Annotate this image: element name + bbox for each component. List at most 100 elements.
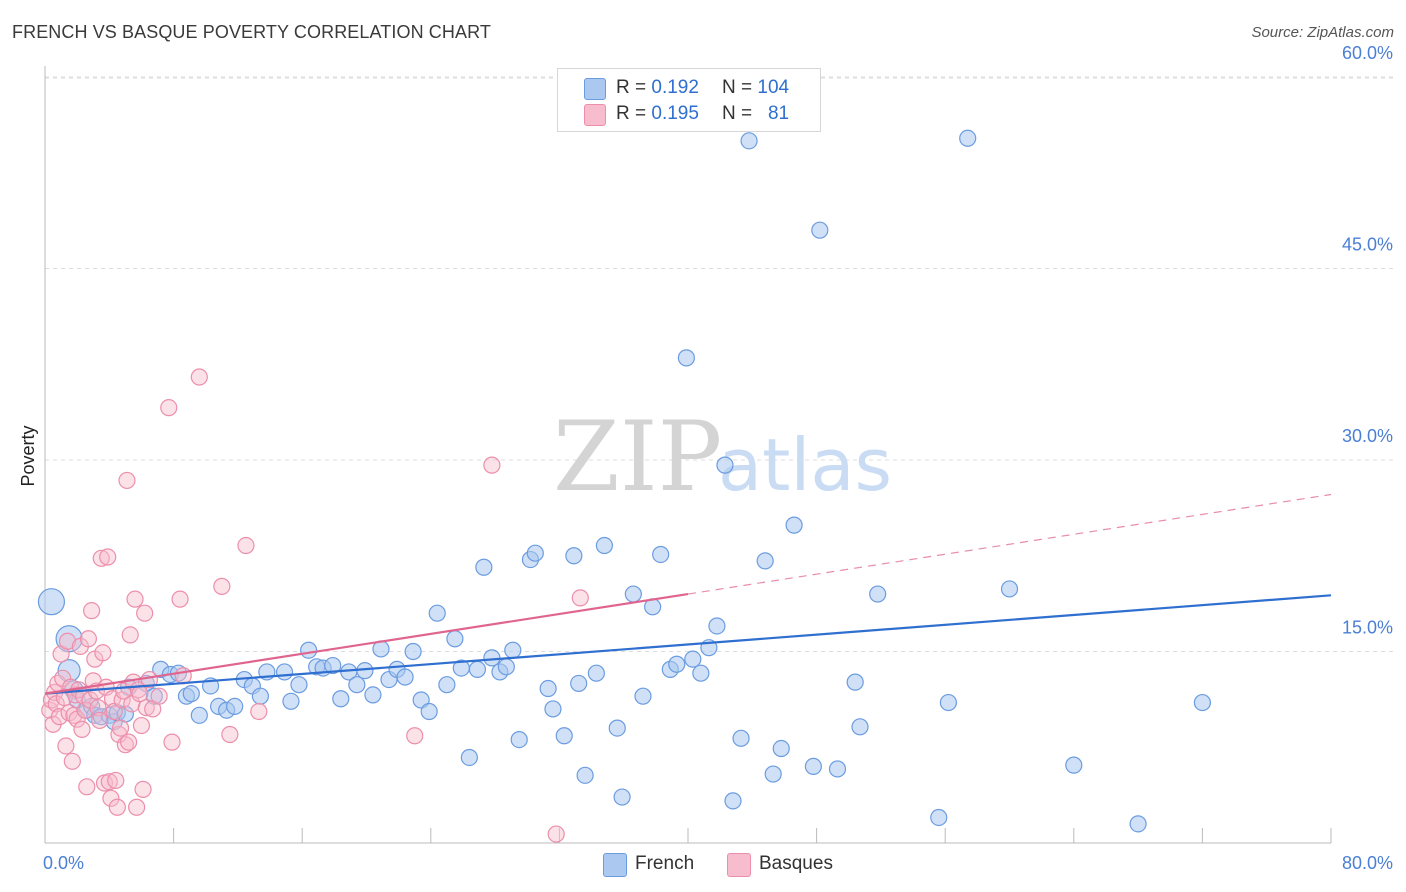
- french-point: [504, 641, 522, 659]
- series-basques: [41, 368, 589, 843]
- legend-r-value: 0.192: [651, 77, 699, 98]
- french-point: [483, 649, 501, 667]
- french-point: [510, 730, 528, 749]
- french-point: [1129, 815, 1147, 833]
- french-point: [396, 668, 414, 686]
- basques-point: [250, 702, 268, 721]
- french-point: [544, 700, 562, 718]
- legend-r-label: R =: [616, 103, 647, 124]
- french-point: [290, 676, 308, 694]
- trend-lines: [44, 493, 1332, 695]
- french-point: [226, 697, 244, 715]
- legend-n-value: 81: [767, 103, 790, 124]
- french-point: [716, 456, 734, 474]
- french-point: [570, 674, 588, 693]
- tick-labels: 15.0% 30.0% 45.0% 60.0% 0.0% 80.0%: [43, 43, 1393, 873]
- watermark: ZIP atlas: [553, 401, 892, 513]
- french-point: [587, 664, 605, 682]
- french-point: [1193, 693, 1212, 712]
- basques-point: [94, 644, 112, 662]
- series-french: [37, 129, 1212, 833]
- legend-row-french: R = 0.192 N = 104: [558, 75, 820, 101]
- legend-row-basques: R = 0.195 N = 81: [558, 101, 820, 127]
- french-point: [404, 642, 422, 661]
- french-point: [804, 757, 822, 776]
- y-axis-label: Poverty: [18, 425, 38, 486]
- watermark-atlas: atlas: [718, 423, 892, 507]
- french-point: [608, 719, 626, 737]
- basques-point: [58, 632, 77, 650]
- french-point: [652, 545, 670, 564]
- french-point: [37, 588, 66, 616]
- y-tick-label: 45.0%: [1342, 235, 1393, 255]
- french-point: [708, 617, 726, 635]
- french-point: [668, 655, 686, 673]
- french-point: [851, 718, 869, 736]
- french-point: [828, 760, 847, 778]
- french-point: [182, 685, 200, 703]
- french-point: [420, 702, 438, 721]
- french-point: [1065, 756, 1083, 774]
- french-point: [811, 221, 829, 239]
- legend-n-value: 104: [757, 77, 790, 98]
- french-point: [613, 788, 631, 806]
- bottom-legend-french: French: [603, 852, 713, 878]
- basques-point: [99, 548, 117, 566]
- axes: [44, 66, 1332, 844]
- basques-point: [76, 701, 94, 719]
- basques-point: [89, 699, 107, 717]
- basques-trend-extension: [687, 493, 1332, 595]
- french-point: [624, 585, 642, 603]
- legend-r-label: R =: [616, 77, 647, 98]
- basques-legend-label: Basques: [759, 853, 833, 874]
- basques-point: [547, 825, 565, 843]
- source-credit: Source: ZipAtlas.com: [1251, 24, 1394, 41]
- basques-point: [126, 590, 144, 608]
- basques-point: [78, 778, 96, 796]
- gridlines: [45, 76, 1393, 652]
- basques-point: [483, 456, 501, 474]
- basques-point: [91, 711, 109, 730]
- basques-point: [50, 708, 69, 726]
- french-point: [539, 679, 557, 698]
- x-tick-label: 80.0%: [1342, 853, 1393, 873]
- basques-point: [163, 733, 181, 751]
- basques-point: [406, 727, 424, 745]
- french-point: [332, 690, 350, 708]
- basques-point: [190, 368, 208, 386]
- french-point: [324, 656, 342, 675]
- french-point: [576, 766, 594, 784]
- basques-point: [118, 471, 136, 490]
- bottom-legend-basques: Basques: [727, 852, 857, 878]
- correlation-legend: R = 0.192 N = 104 R = 0.195 N = 81: [557, 68, 821, 132]
- french-point: [595, 536, 614, 555]
- basques-swatch: [584, 104, 606, 126]
- basques-point: [132, 716, 151, 735]
- french-point: [869, 585, 887, 603]
- basques-point: [121, 626, 139, 644]
- y-tick-label: 30.0%: [1342, 426, 1393, 446]
- french-point: [634, 687, 652, 705]
- legend-n-label: N =: [722, 103, 753, 124]
- french-point: [348, 676, 366, 694]
- basques-point: [150, 687, 168, 705]
- basques-point: [83, 602, 101, 620]
- french-point: [785, 516, 803, 534]
- basques-point: [213, 577, 231, 595]
- french-point: [772, 739, 790, 758]
- basques-point: [134, 780, 152, 798]
- basques-point: [128, 798, 146, 816]
- basques-point: [57, 737, 75, 755]
- basques-point: [79, 630, 98, 648]
- basques-point: [100, 773, 118, 791]
- basques-point: [108, 798, 126, 816]
- french-point: [1000, 580, 1019, 598]
- french-point: [468, 660, 487, 678]
- chart-title: FRENCH VS BASQUE POVERTY CORRELATION CHA…: [12, 22, 491, 42]
- french-point: [740, 132, 758, 150]
- french-point: [526, 544, 544, 562]
- basques-point: [102, 789, 120, 807]
- french-point: [364, 686, 382, 704]
- french-point: [497, 658, 515, 676]
- french-swatch: [584, 78, 606, 100]
